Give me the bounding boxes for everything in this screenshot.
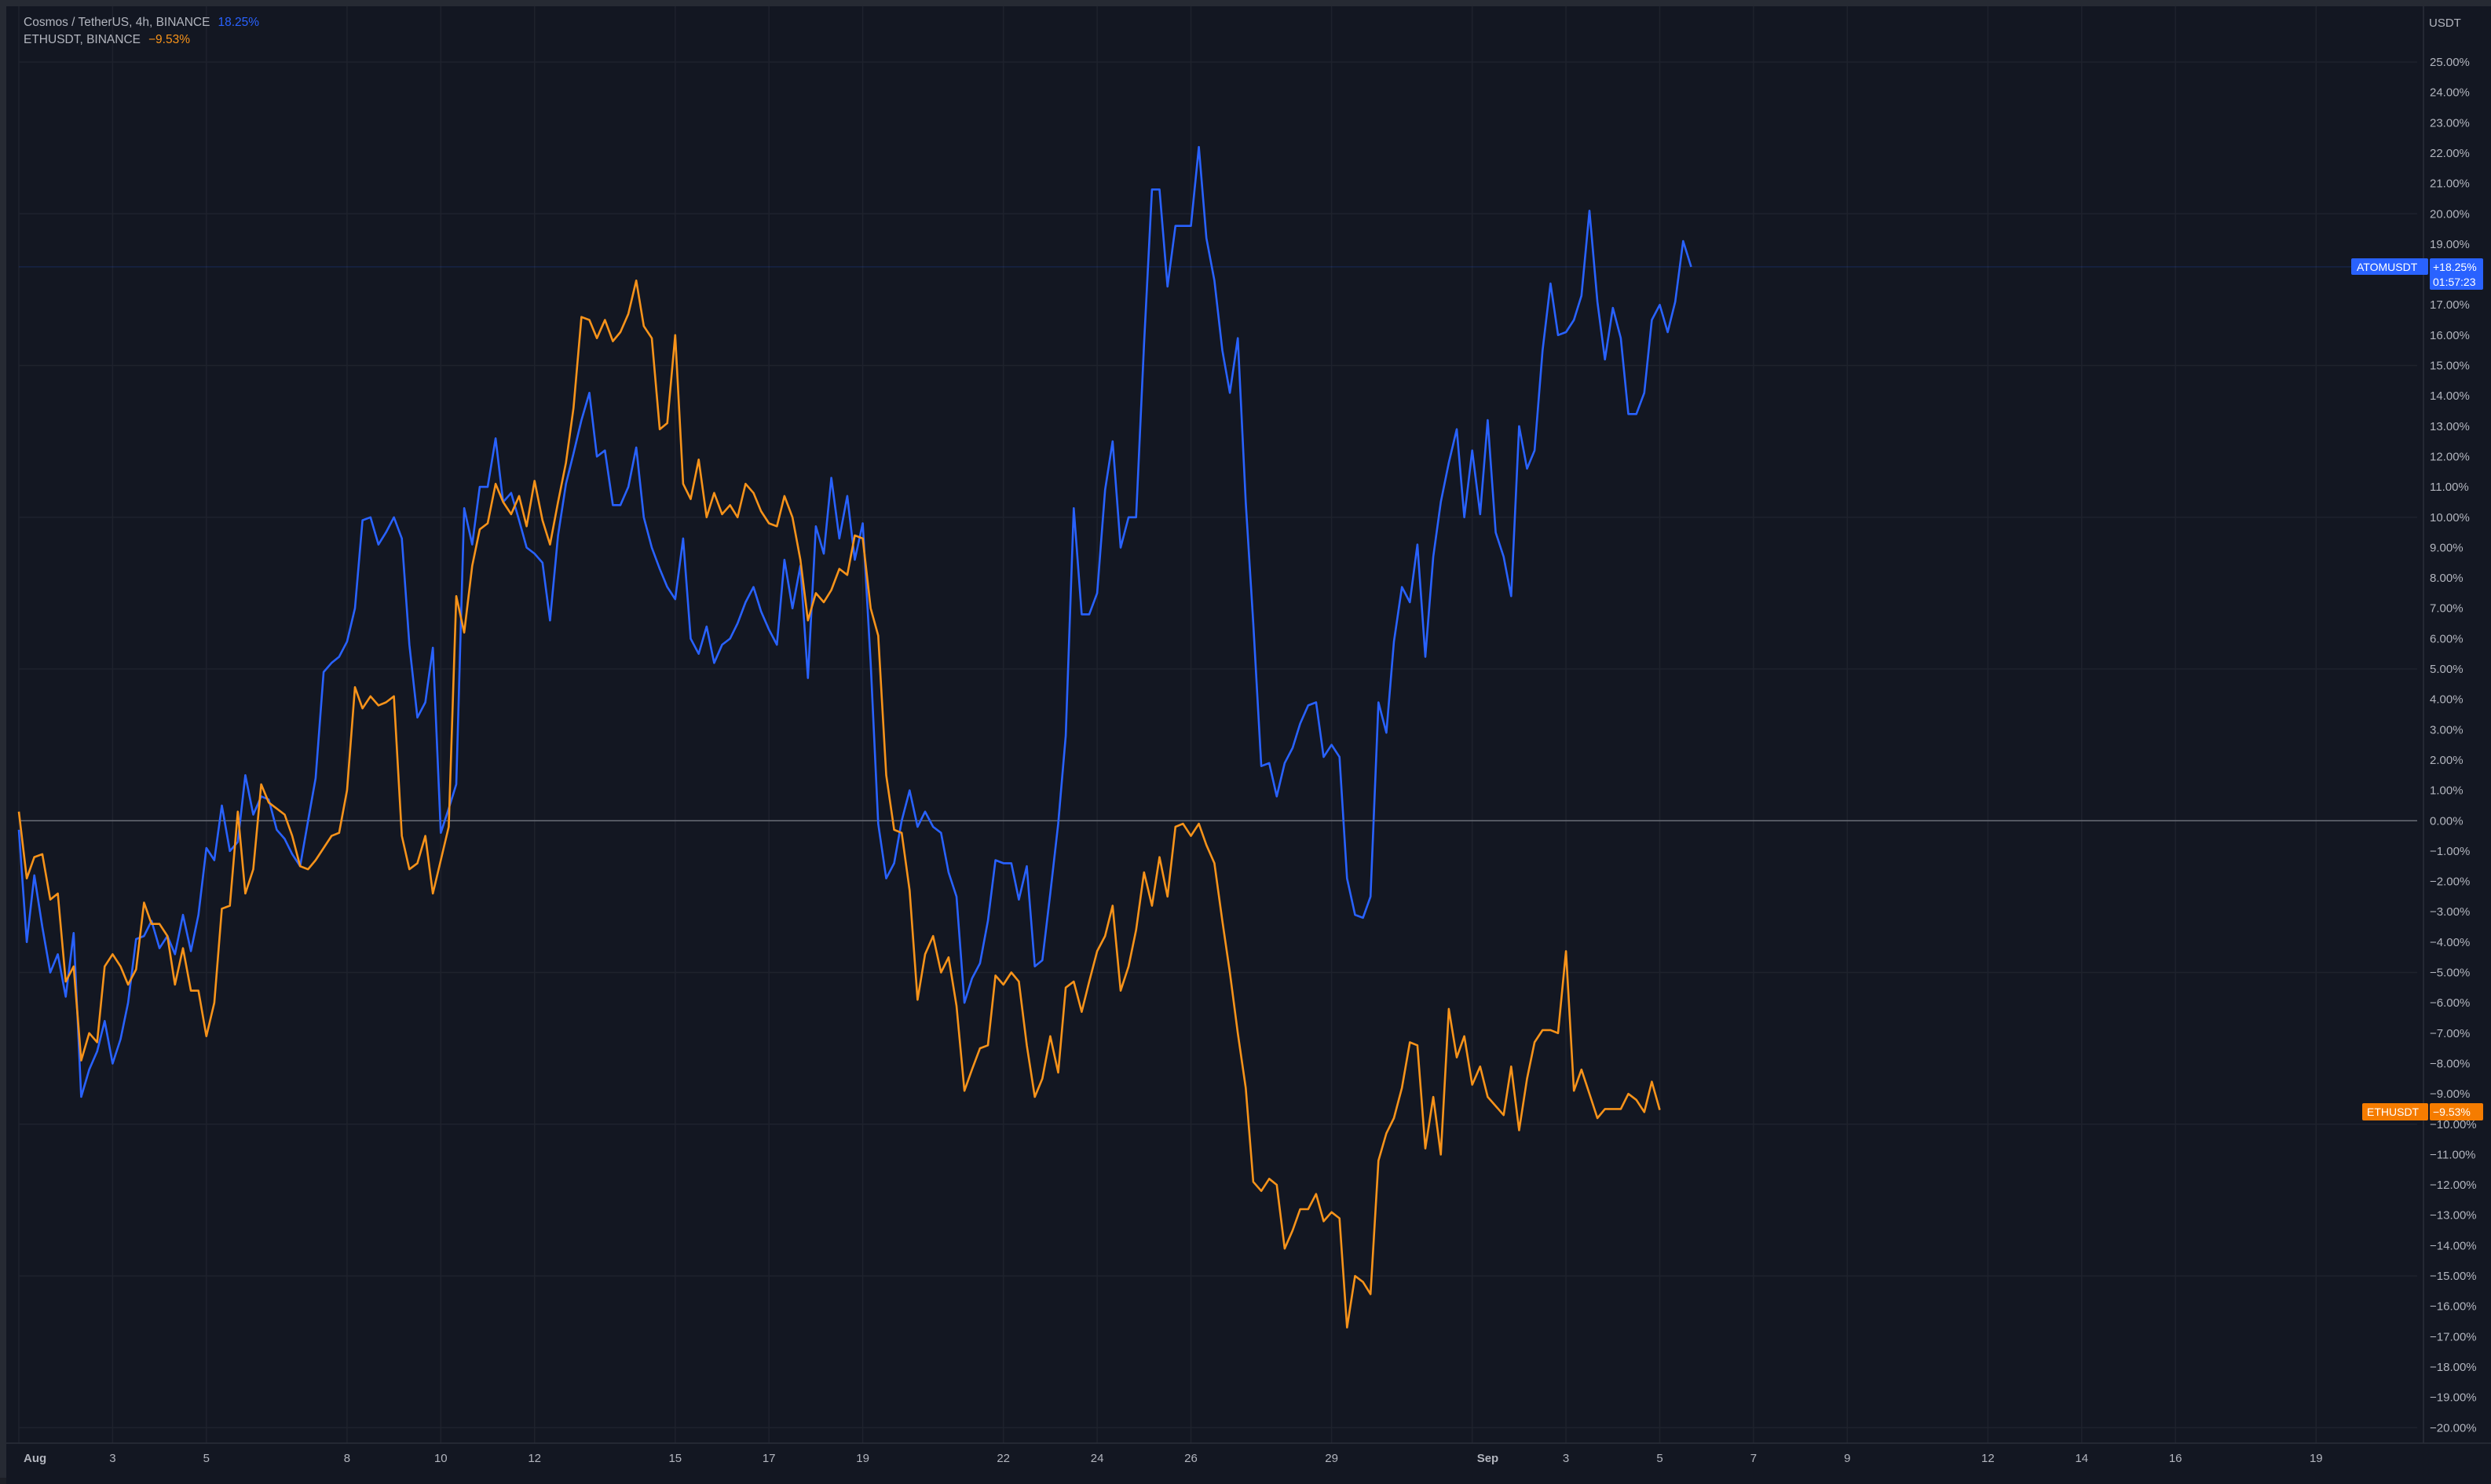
x-tick-label: 5 <box>1656 1452 1662 1465</box>
eth-tag-value-bg <box>2430 1103 2483 1120</box>
legend-secondary-label: ETHUSDT, BINANCE <box>24 33 141 46</box>
series-line-atomusdt[interactable] <box>17 145 1692 1098</box>
y-tick-label: 14.00% <box>2430 389 2470 403</box>
y-tick-label: 6.00% <box>2430 632 2464 645</box>
x-tick-label: 5 <box>203 1452 210 1465</box>
x-tick-label: 9 <box>1844 1452 1850 1465</box>
atom-tag-symbol: ATOMUSDT <box>2357 261 2418 273</box>
x-tick-label: 24 <box>1091 1452 1104 1465</box>
x-tick-label: 26 <box>1184 1452 1198 1465</box>
y-tick-label: 19.00% <box>2430 238 2470 251</box>
y-tick-label: −20.00% <box>2430 1421 2477 1435</box>
x-tick-label: Sep <box>1477 1452 1499 1465</box>
y-tick-label: 13.00% <box>2430 420 2470 433</box>
y-tick-label: 20.00% <box>2430 207 2470 221</box>
x-tick-label: 8 <box>344 1452 350 1465</box>
y-tick-label: −19.00% <box>2430 1391 2477 1405</box>
x-tick-label: 12 <box>1981 1452 1995 1465</box>
legend-secondary-change: −9.53% <box>148 33 191 46</box>
y-tick-label: −18.00% <box>2430 1361 2477 1374</box>
y-tick-label: 16.00% <box>2430 329 2470 342</box>
eth-price-tag: ETHUSDT −9.53% <box>2362 1103 2483 1120</box>
y-tick-label: 21.00% <box>2430 177 2470 191</box>
y-tick-label: −2.00% <box>2430 875 2470 889</box>
series-line-ethusdt[interactable] <box>17 280 1661 1329</box>
x-tick-label: 12 <box>528 1452 541 1465</box>
chart-canvas[interactable]: USDT 25.00% 24.00% 23.00% 22.00% 21.00% 20.00… <box>6 6 2491 1484</box>
atom-tag-countdown: 01:57:23 <box>2433 276 2476 288</box>
y-tick-label: −7.00% <box>2430 1027 2470 1040</box>
x-tick-label: 19 <box>856 1452 869 1465</box>
x-tick-label: 14 <box>2075 1452 2088 1465</box>
series-layer <box>17 145 1692 1329</box>
x-tick-label: 7 <box>1750 1452 1757 1465</box>
time-axis[interactable]: Aug 3 5 8 10 12 15 17 19 22 24 26 29 Sep 3 5 7 9 12 14 16 19 <box>24 1452 2323 1465</box>
x-tick-label: 22 <box>997 1452 1010 1465</box>
y-tick-label: 24.00% <box>2430 86 2470 100</box>
y-tick-label: −5.00% <box>2430 967 2470 980</box>
y-tick-label: −8.00% <box>2430 1057 2470 1070</box>
zero-line-layer <box>19 266 2417 821</box>
y-tick-label: −12.00% <box>2430 1179 2477 1192</box>
atom-tag-value-bg <box>2430 258 2483 290</box>
eth-tag-symbol: ETHUSDT <box>2367 1106 2420 1118</box>
atom-tag-symbol-bg <box>2351 258 2428 275</box>
y-tick-label: −10.00% <box>2430 1118 2477 1131</box>
y-tick-label: −15.00% <box>2430 1270 2477 1283</box>
y-tick-label: 10.00% <box>2430 511 2470 525</box>
y-tick-label: 25.00% <box>2430 56 2470 69</box>
y-tick-label: 8.00% <box>2430 572 2464 585</box>
x-tick-label: 10 <box>434 1452 448 1465</box>
y-tick-label: 3.00% <box>2430 723 2464 737</box>
legend-primary-change: 18.25% <box>218 16 260 29</box>
y-tick-label: −9.00% <box>2430 1087 2470 1101</box>
y-tick-label: −3.00% <box>2430 905 2470 919</box>
atom-tag-value: +18.25% <box>2433 261 2477 273</box>
price-axis[interactable]: USDT 25.00% 24.00% 23.00% 22.00% 21.00% 20.00… <box>2429 16 2477 1435</box>
y-tick-label: 22.00% <box>2430 147 2470 160</box>
y-tick-label: 23.00% <box>2430 116 2470 130</box>
x-tick-label: 17 <box>763 1452 776 1465</box>
y-tick-label: 2.00% <box>2430 754 2464 767</box>
eth-tag-symbol-bg <box>2362 1103 2428 1120</box>
y-tick-label: 17.00% <box>2430 298 2470 312</box>
y-tick-label: 12.00% <box>2430 450 2470 463</box>
y-tick-label: −14.00% <box>2430 1239 2477 1252</box>
y-tick-label: 9.00% <box>2430 541 2464 554</box>
eth-tag-value: −9.53% <box>2433 1106 2471 1118</box>
y-tick-label: −13.00% <box>2430 1209 2477 1223</box>
y-tick-label: −17.00% <box>2430 1330 2477 1343</box>
y-tick-label: 11.00% <box>2430 481 2469 494</box>
legend-primary-label: Cosmos / TetherUS, 4h, BINANCE <box>24 16 210 29</box>
x-tick-label: 19 <box>2310 1452 2323 1465</box>
legend-primary[interactable]: Cosmos / TetherUS, 4h, BINANCE 18.25% <box>24 16 259 30</box>
y-tick-label: 5.00% <box>2430 663 2464 676</box>
x-tick-label: 3 <box>109 1452 115 1465</box>
y-tick-label: −4.00% <box>2430 936 2470 949</box>
x-tick-label: Aug <box>24 1452 46 1465</box>
x-tick-label: 29 <box>1325 1452 1338 1465</box>
y-tick-label: 0.00% <box>2430 814 2464 828</box>
y-tick-label: −6.00% <box>2430 996 2470 1010</box>
x-tick-label: 3 <box>1563 1452 1569 1465</box>
y-tick-label: −1.00% <box>2430 845 2470 858</box>
legend-secondary[interactable]: ETHUSDT, BINANCE −9.53% <box>24 33 190 47</box>
x-tick-label: 16 <box>2169 1452 2182 1465</box>
y-tick-label: 15.00% <box>2430 360 2470 373</box>
y-tick-label: −16.00% <box>2430 1300 2477 1314</box>
y-tick-label: 4.00% <box>2430 693 2464 707</box>
atom-price-tag: ATOMUSDT +18.25% 01:57:23 <box>2351 258 2483 290</box>
price-axis-unit: USDT <box>2429 16 2461 30</box>
y-tick-label: 7.00% <box>2430 602 2464 616</box>
plot-background <box>6 6 2491 1484</box>
x-tick-label: 15 <box>668 1452 682 1465</box>
y-tick-label: −11.00% <box>2430 1148 2476 1161</box>
y-tick-label: 1.00% <box>2430 784 2464 798</box>
